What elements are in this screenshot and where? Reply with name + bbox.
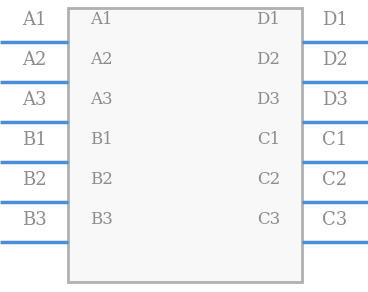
Text: B3: B3 xyxy=(90,211,113,229)
Text: D1: D1 xyxy=(322,11,348,29)
Text: D2: D2 xyxy=(256,51,280,69)
Bar xyxy=(68,8,302,282)
Text: B2: B2 xyxy=(90,171,113,189)
Text: B3: B3 xyxy=(22,211,46,229)
Text: A2: A2 xyxy=(90,51,113,69)
Text: B1: B1 xyxy=(22,131,46,149)
Text: D3: D3 xyxy=(322,91,348,109)
Text: C2: C2 xyxy=(257,171,280,189)
Text: A2: A2 xyxy=(22,51,46,69)
Text: C3: C3 xyxy=(257,211,280,229)
Text: A3: A3 xyxy=(22,91,46,109)
Text: C1: C1 xyxy=(322,131,348,149)
Text: C2: C2 xyxy=(322,171,347,189)
Text: B2: B2 xyxy=(22,171,46,189)
Text: C3: C3 xyxy=(322,211,348,229)
Text: D2: D2 xyxy=(322,51,348,69)
Text: C1: C1 xyxy=(257,131,280,149)
Text: B1: B1 xyxy=(90,131,113,149)
Text: D1: D1 xyxy=(256,11,280,29)
Text: A1: A1 xyxy=(22,11,46,29)
Text: A1: A1 xyxy=(90,11,113,29)
Text: D3: D3 xyxy=(256,91,280,109)
Text: A3: A3 xyxy=(90,91,113,109)
